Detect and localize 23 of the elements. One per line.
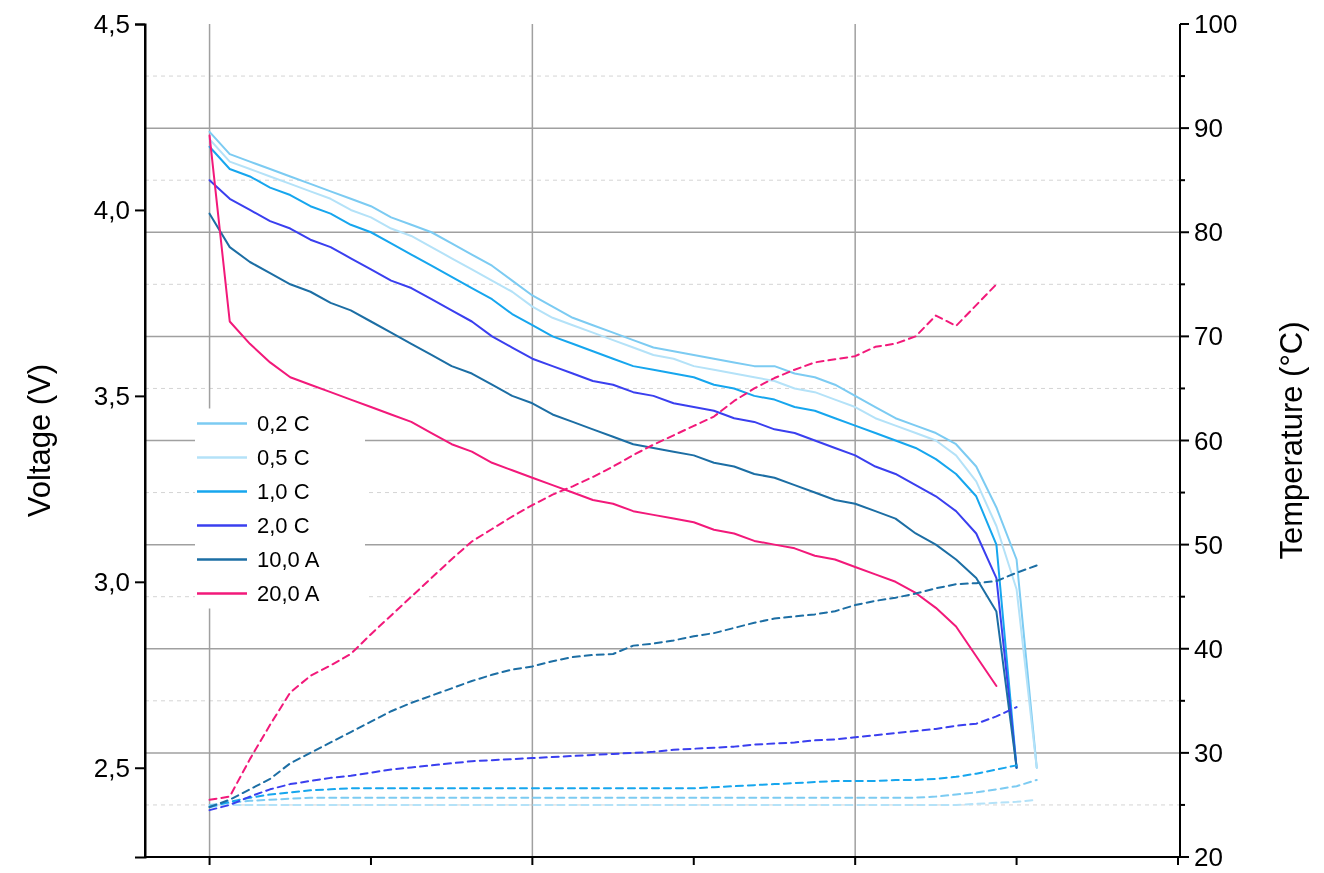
y2-tick-label: 70 [1194,321,1223,352]
y2-tick-label: 100 [1194,9,1238,40]
y-tick-label: 4,5 [93,8,130,39]
y2-tick-label: 80 [1194,217,1223,248]
y2-tick-label: 20 [1194,842,1223,873]
legend-label: 2,0 C [257,513,310,539]
legend-label: 0,5 C [257,445,310,471]
y2-tick-label: 90 [1194,113,1223,144]
y2-tick-label: 50 [1194,529,1223,560]
legend-label: 0,2 C [257,411,310,437]
y-tick-label: 3,0 [93,566,130,597]
y-tick-label: 2,5 [93,752,130,783]
legend-label: 1,0 C [257,479,310,505]
y2-tick-label: 40 [1194,633,1223,664]
y2-axis-title: Temperature (°C) [1274,321,1309,560]
y-axis-title: Voltage (V) [22,363,57,518]
legend-label: 10,0 A [257,547,320,573]
y2-tick-label: 30 [1194,737,1223,768]
line-series [208,778,1038,806]
y-tick-label: 4,0 [93,194,130,225]
y-tick-label: 3,5 [93,380,130,411]
legend-label: 20,0 A [257,581,320,607]
y2-tick-label: 60 [1194,425,1223,456]
